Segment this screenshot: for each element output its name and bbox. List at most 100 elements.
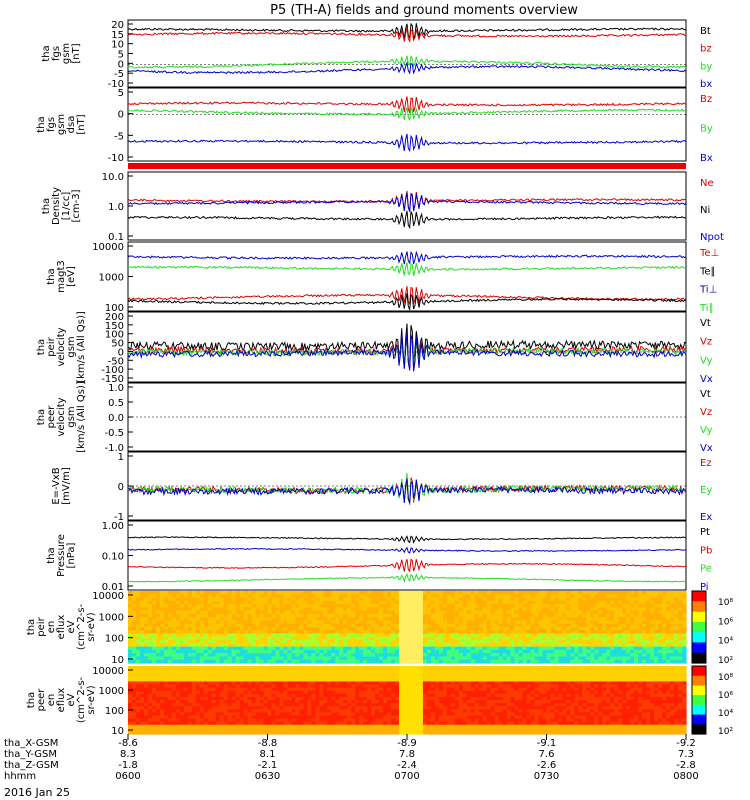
heatmap-cell	[486, 623, 492, 628]
heatmap-cell	[343, 727, 348, 732]
heatmap-cell	[323, 709, 328, 713]
heatmap-cell	[223, 690, 229, 695]
heatmap-cell	[247, 672, 253, 676]
heatmap-cell	[383, 700, 388, 704]
heatmap-cell	[414, 633, 420, 638]
heatmap-cell	[171, 649, 177, 654]
heatmap-cell	[335, 600, 340, 605]
heatmap-cell	[131, 659, 137, 664]
heatmap-cell	[391, 730, 396, 735]
heatmap-cell	[646, 636, 651, 641]
heatmap-cell	[219, 687, 225, 692]
heatmap-cell	[303, 684, 308, 689]
heatmap-cell	[163, 604, 169, 608]
heatmap-cell	[267, 591, 273, 595]
heatmap-cell	[426, 730, 432, 735]
heatmap-cell	[403, 591, 408, 595]
heatmap-cell	[474, 643, 480, 648]
heatmap-cell	[518, 591, 524, 595]
heatmap-cell	[143, 636, 149, 641]
heatmap-cell	[227, 681, 233, 686]
heatmap-cell	[375, 715, 380, 720]
heatmap-cell	[219, 610, 225, 615]
heatmap-cell	[650, 646, 655, 651]
heatmap-cell	[430, 724, 436, 729]
heatmap-cell	[175, 610, 181, 615]
heatmap-cell	[275, 656, 281, 661]
heatmap-cell	[319, 659, 324, 664]
heatmap-cell	[191, 604, 197, 608]
heatmap-cell	[187, 653, 193, 658]
heatmap-cell	[650, 594, 655, 599]
heatmap-cell	[650, 643, 655, 648]
heatmap-cell	[450, 607, 456, 612]
heatmap-cell	[458, 659, 464, 664]
heatmap-cell	[235, 613, 241, 618]
heatmap-cell	[614, 640, 619, 644]
heatmap-cell	[434, 678, 440, 683]
heatmap-cell	[395, 712, 400, 717]
heatmap-cell	[450, 643, 456, 648]
heatmap-cell	[359, 678, 364, 683]
heatmap-cell	[339, 715, 344, 720]
heatmap-cell	[139, 700, 145, 704]
heatmap-cell	[438, 623, 444, 628]
y-axis-label: tha	[36, 339, 47, 355]
heatmap-cell	[458, 594, 464, 599]
heatmap-cell	[275, 715, 281, 720]
heatmap-cell	[510, 613, 516, 618]
heatmap-cell	[426, 693, 432, 698]
heatmap-cell	[215, 672, 221, 676]
heatmap-cell	[618, 656, 623, 661]
heatmap-cell	[355, 617, 360, 622]
heatmap-cell	[263, 730, 269, 735]
heatmap-cell	[171, 687, 177, 692]
heatmap-cell	[558, 617, 564, 622]
heatmap-cell	[458, 617, 464, 622]
heatmap-cell	[534, 633, 540, 638]
heatmap-cell	[263, 690, 269, 695]
heatmap-cell	[143, 597, 149, 602]
heatmap-cell	[470, 607, 476, 612]
heatmap-cell	[139, 594, 145, 599]
legend-entry-Pe: Pe	[700, 564, 712, 575]
heatmap-cell	[239, 653, 245, 658]
heatmap-cell	[634, 646, 639, 651]
heatmap-cell	[315, 594, 320, 599]
heatmap-cell	[251, 591, 257, 595]
heatmap-cell	[538, 607, 544, 612]
heatmap-cell	[422, 607, 428, 612]
heatmap-cell	[666, 594, 671, 599]
heatmap-cell	[283, 681, 289, 686]
heatmap-cell	[375, 681, 380, 686]
heatmap-cell	[219, 636, 225, 641]
heatmap-cell	[135, 706, 141, 710]
heatmap-cell	[211, 617, 217, 622]
heatmap-cell	[131, 727, 137, 732]
heatmap-cell	[191, 633, 197, 638]
heatmap-cell	[219, 718, 225, 723]
heatmap-cell	[327, 613, 332, 618]
heatmap-cell	[195, 672, 201, 676]
heatmap-cell	[151, 610, 157, 615]
heatmap-cell	[143, 623, 149, 628]
heatmap-cell	[662, 640, 667, 644]
heatmap-cell	[383, 649, 388, 654]
heatmap-cell	[155, 709, 161, 713]
heatmap-cell	[263, 591, 269, 595]
heatmap-cell	[430, 620, 436, 625]
heatmap-cell	[426, 656, 432, 661]
heatmap-cell	[191, 706, 197, 710]
heatmap-cell	[594, 607, 599, 612]
heatmap-cell	[630, 646, 635, 651]
heatmap-cell	[167, 690, 173, 695]
heatmap-cell	[494, 613, 500, 618]
heatmap-cell	[522, 640, 528, 644]
heatmap-cell	[211, 643, 217, 648]
legend-entry-bx: bx	[700, 79, 712, 90]
heatmap-cell	[279, 727, 285, 732]
heatmap-cell	[542, 604, 548, 608]
heatmap-cell	[490, 623, 496, 628]
